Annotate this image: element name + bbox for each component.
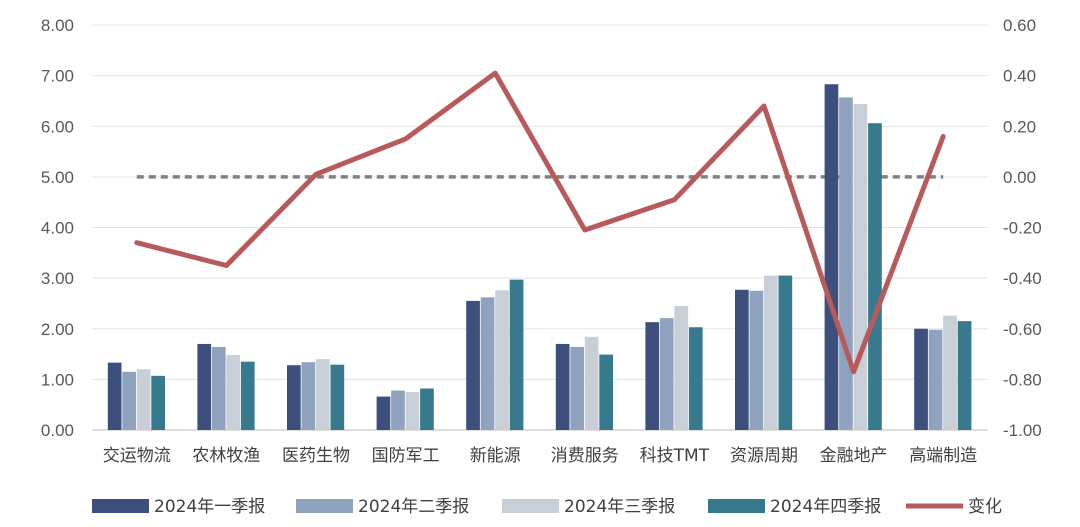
bar [466,300,480,430]
y-right-tick-label: -1.00 [1003,421,1042,440]
change-line [134,70,946,375]
bar [570,346,584,430]
y-left-tick-label: 8.00 [41,16,74,35]
bar [107,362,122,430]
x-tick-label: 医药生物 [282,446,350,466]
legend-swatch [92,499,149,513]
bar [240,361,255,430]
bar [226,355,241,430]
x-tick-label: 科技TMT [640,446,710,466]
x-tick-label: 国防军工 [372,446,440,466]
legend-label: 2024年三季报 [564,497,675,517]
bar [122,371,136,430]
y-left-tick-label: 4.00 [41,219,74,238]
x-tick-label: 消费服务 [551,446,619,466]
bar [749,290,764,430]
bar [151,375,165,430]
y-right-tick-label: -0.40 [1003,269,1042,288]
x-tick-label: 高端制造 [909,446,977,466]
bar [928,329,943,430]
bar [509,279,524,430]
bar [914,328,928,430]
bar [584,336,599,430]
bar [480,297,495,430]
bar [868,123,882,431]
bar [824,84,839,430]
x-tick-label: 资源周期 [730,446,798,466]
bar [197,343,212,430]
bar [211,346,226,430]
y-left-tick-label: 0.00 [41,421,74,440]
legend-swatch [296,499,353,513]
bar [420,388,434,430]
bar [674,305,689,430]
y-right-tick-label: -0.60 [1003,320,1042,339]
y-left-tick-label: 7.00 [41,67,74,86]
legend-swatch [502,499,559,513]
bar [853,103,868,430]
bar [957,321,972,430]
bar [943,315,957,430]
y-right-tick-label: -0.80 [1003,370,1042,389]
bar [301,362,316,430]
bar [495,290,509,430]
legend-swatch [708,499,765,513]
y-right-tick-label: 0.60 [1003,16,1036,35]
legend-label: 2024年一季报 [154,497,265,517]
bar [735,289,749,430]
y-right-tick-label: 0.00 [1003,168,1036,187]
x-tick-label: 金融地产 [820,446,888,466]
bar [316,359,330,430]
bar [405,392,420,430]
bar [555,343,570,430]
bar [287,365,301,430]
bar [839,97,853,431]
y-left-tick-label: 3.00 [41,269,74,288]
x-tick-label: 交运物流 [103,446,171,466]
legend-label: 变化 [968,497,1002,517]
y-left-tick-label: 1.00 [41,370,74,389]
y-right-tick-label: -0.20 [1003,219,1042,238]
y-left-tick-label: 5.00 [41,168,74,187]
bar [688,327,703,430]
bar [136,369,151,430]
bar [645,322,660,430]
y-right-tick-label: 0.20 [1003,117,1036,136]
bar [376,396,391,430]
legend-label: 2024年四季报 [770,497,881,517]
x-tick-label: 新能源 [470,446,521,466]
bar [330,364,345,430]
bar [599,354,613,430]
bar [659,318,674,430]
y-left-tick-label: 2.00 [41,320,74,339]
y-left-tick-label: 6.00 [41,117,74,136]
bar [778,275,793,430]
legend-label: 2024年二季报 [358,497,469,517]
bar [391,390,405,430]
x-tick-label: 农林牧渔 [192,446,260,466]
bar [764,275,778,430]
y-right-tick-label: 0.40 [1003,67,1036,86]
